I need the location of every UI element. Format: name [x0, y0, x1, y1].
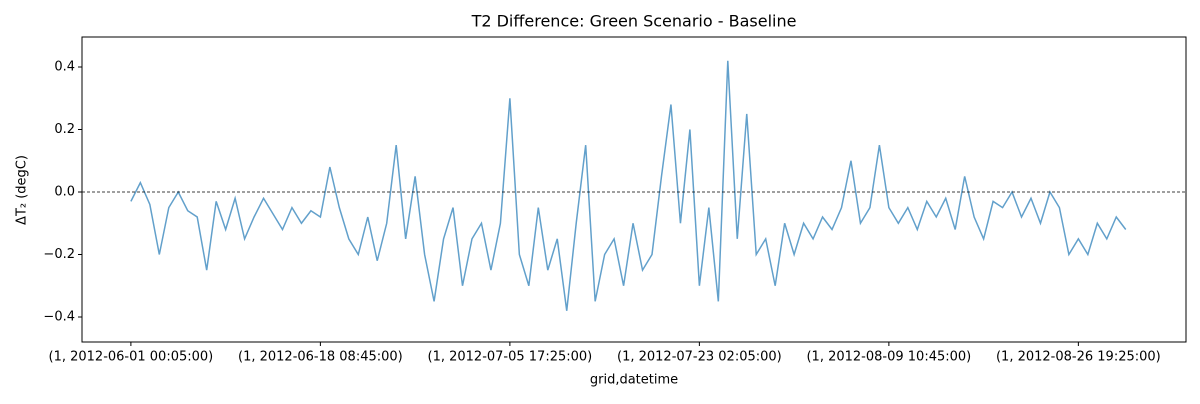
y-tick-label: −0.2	[43, 247, 75, 262]
plot-frame	[81, 36, 1187, 343]
y-tick-label: 0.2	[54, 122, 75, 137]
x-tick-label: (1, 2012-06-18 08:45:00)	[238, 350, 403, 365]
x-tick-label: (1, 2012-07-23 02:05:00)	[617, 350, 782, 365]
x-tick-label: (1, 2012-08-26 19:25:00)	[996, 350, 1161, 365]
data-line	[130, 60, 1127, 311]
y-axis-label: ΔT₂ (degC)	[15, 155, 30, 225]
y-tick-label: 0.0	[54, 185, 75, 200]
x-tick-label: (1, 2012-08-09 10:45:00)	[806, 350, 971, 365]
y-tick-label: 0.4	[54, 60, 75, 75]
chart-title: T2 Difference: Green Scenario - Baseline	[471, 12, 797, 31]
x-tick-label: (1, 2012-06-01 00:05:00)	[49, 350, 214, 365]
y-tick-label: −0.4	[43, 310, 75, 325]
x-tick-label: (1, 2012-07-05 17:25:00)	[428, 350, 593, 365]
x-axis-label: grid,datetime	[590, 373, 678, 388]
